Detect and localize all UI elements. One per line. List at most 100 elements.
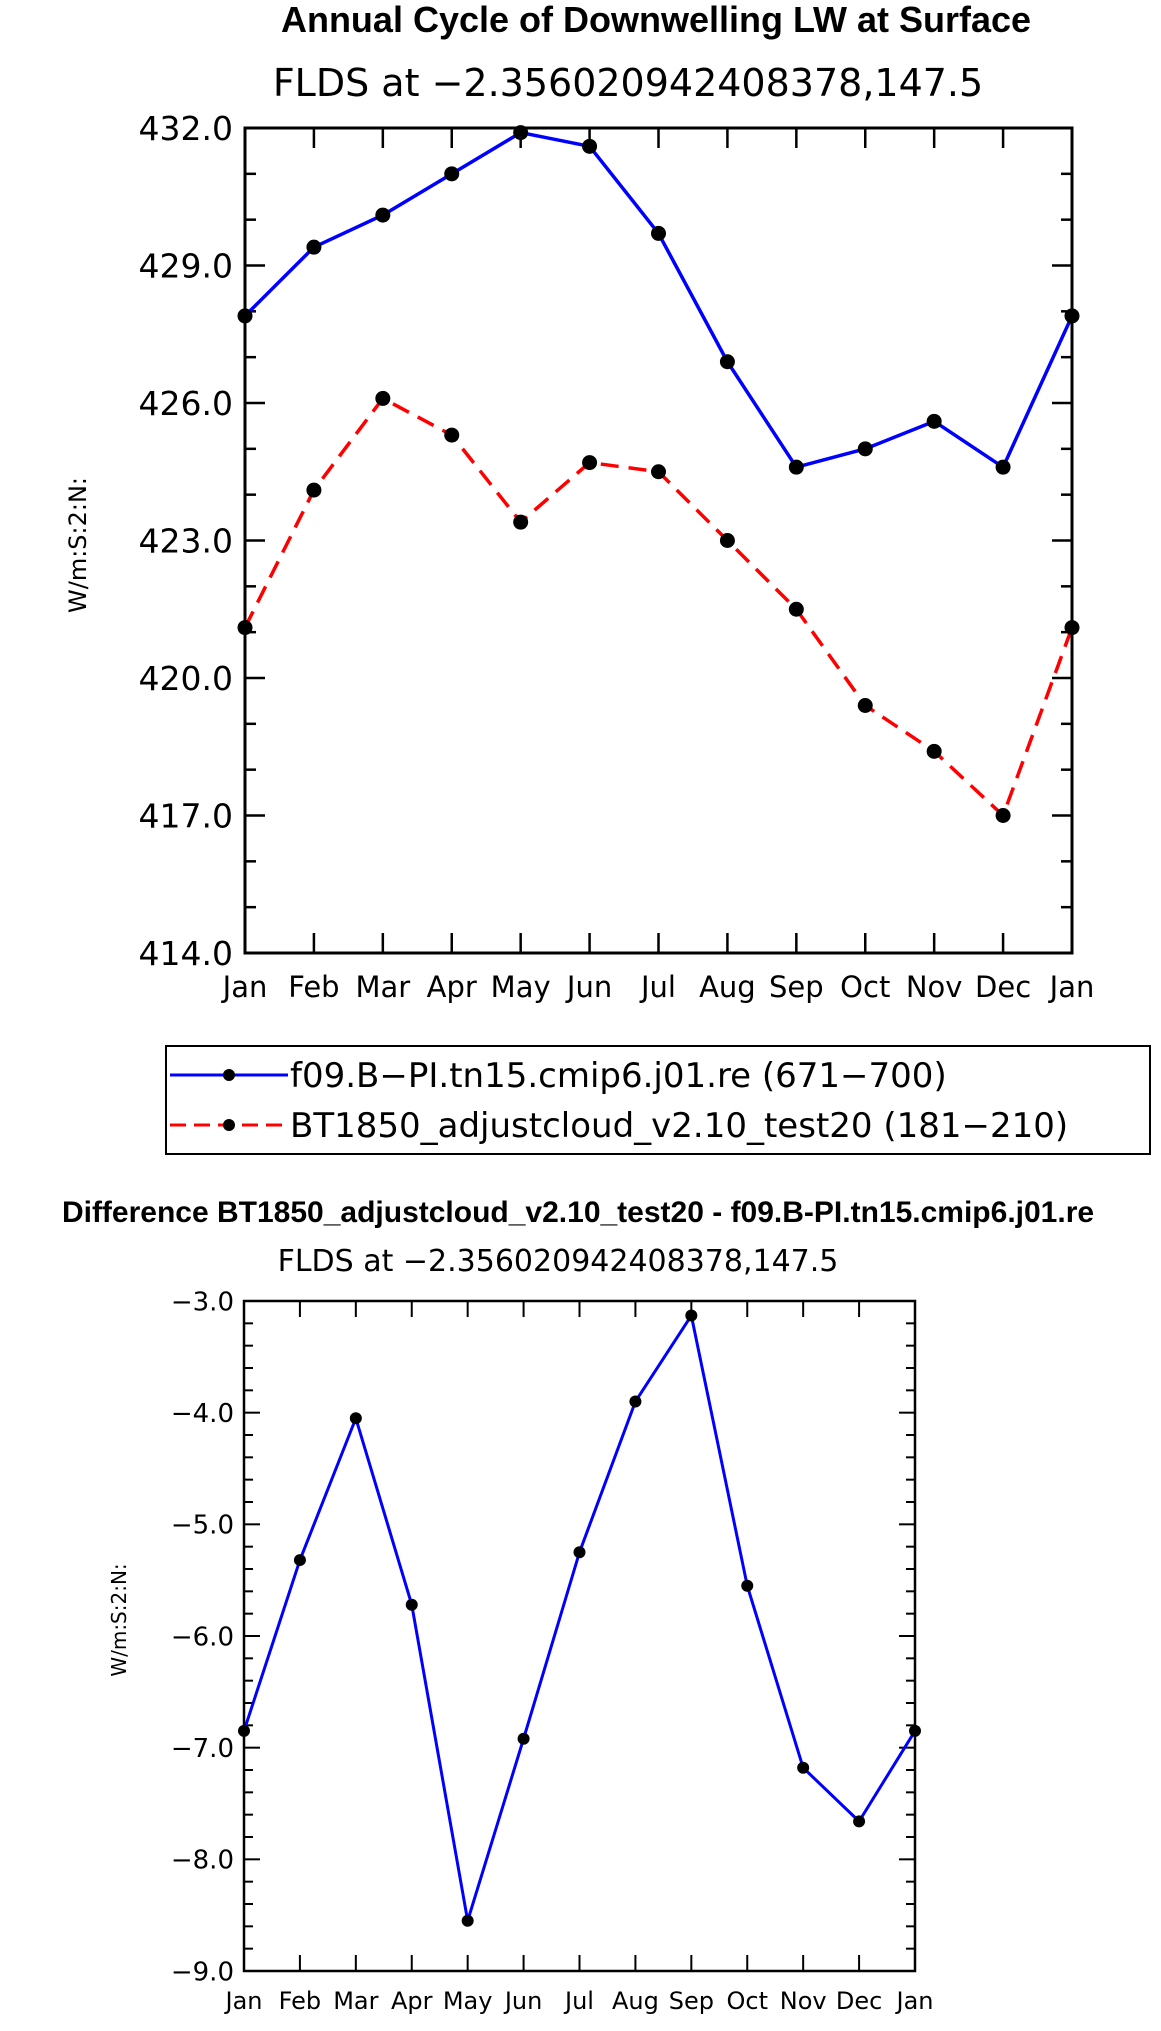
top-series-1-point [719,533,735,548]
top-series-0-point [237,308,253,324]
top-x-tick-label: Mar [355,970,410,1004]
bottom-series-0-point [405,1598,418,1611]
bottom-chart-axes [242,1299,917,1973]
top-chart-series [237,125,1080,823]
top-y-tick-label: 426.0 [139,384,233,423]
bottom-series-0-point [909,1724,921,1737]
top-x-tick-label: Jul [639,970,676,1004]
top-series-1-point [651,464,666,480]
bottom-x-tick-label: Oct [727,1987,769,2015]
bottom-chart-y-axis-label: W/m:S:2:N: [107,1563,131,1676]
legend-label-red: BT1850_adjustcloud_v2.10_test20 (181−210… [290,1106,1068,1146]
bottom-series-line-0 [242,1314,917,1923]
bottom-x-tick-label: Mar [333,1987,378,2015]
top-series-0-point [444,166,460,182]
top-series-0-point [306,239,322,255]
top-chart-title: Annual Cycle of Downwelling LW at Surfac… [281,0,1031,40]
top-series-0-point [788,459,804,475]
top-series-0-point [995,459,1011,475]
top-plot-frame [243,126,1074,955]
bottom-series-0-point [293,1554,306,1567]
bottom-series-0-point [349,1412,362,1425]
bottom-x-tick-label: May [443,1987,493,2015]
bottom-y-tick-label: −3.0 [171,1287,234,1317]
top-x-tick-label: Jun [565,970,612,1004]
bottom-x-tick-label: Feb [279,1987,322,2015]
top-y-tick-label: 432.0 [139,109,233,148]
top-chart-subtitle: FLDS at −2.356020942408378,147.5 [273,61,983,105]
top-series-1-point [513,514,529,530]
bottom-x-tick-label: Jul [563,1987,594,2015]
bottom-y-tick-label: −7.0 [171,1734,234,1764]
top-y-tick-label: 423.0 [139,521,233,560]
top-x-tick-label: Aug [699,970,756,1004]
bottom-x-tick-label: Dec [836,1987,882,2015]
bottom-x-tick-label: Nov [780,1987,827,2015]
top-series-0-point [719,354,735,370]
top-x-tick-label: Nov [906,970,963,1004]
top-chart-y-tick-labels: 414.0 417.0 420.0 423.0 426.0 429.0 432.0 [139,109,233,973]
top-chart-y-axis-label: W/m:S:2:N: [64,477,92,613]
bottom-x-tick-label: Jan [224,1987,263,2015]
top-series-0-point [857,441,873,457]
bottom-y-tick-label: −6.0 [171,1622,234,1652]
top-series-0-point [1064,308,1080,324]
top-series-0-point [582,138,598,154]
top-y-tick-label: 429.0 [139,246,233,285]
bottom-chart-series [238,1309,921,1927]
top-series-1-point [444,427,460,443]
bottom-y-tick-label: −8.0 [171,1846,234,1876]
top-series-0-point [513,125,529,141]
top-chart-x-tick-labels: Jan Feb Mar Apr May Jun Jul Aug Sep Oct Nov Dec Jan [221,970,1095,1004]
legend-label-blue: f09.B−PI.tn15.cmip6.j01.re (671−700) [290,1056,947,1096]
top-y-tick-label: 420.0 [139,659,233,698]
bottom-x-tick-label: Apr [391,1987,433,2015]
top-series-1-point [857,698,873,713]
top-series-1-point [375,390,391,406]
top-x-tick-label: Apr [427,970,477,1004]
bottom-y-tick-label: −4.0 [171,1399,234,1429]
bottom-x-tick-label: Jun [503,1987,543,2015]
bottom-series-0-point [741,1579,754,1592]
top-series-1-point [995,808,1011,823]
top-series-0-point [926,413,942,429]
top-series-0-point [375,207,391,223]
bottom-chart-x-tick-labels: Jan Feb Mar Apr May Jun Jul Aug Sep Oct Nov Dec Jan [224,1987,934,2015]
bottom-x-tick-label: Jan [895,1987,934,2015]
bottom-x-tick-label: Sep [669,1987,714,2015]
bottom-plot-frame [242,1299,917,1973]
top-x-tick-label: Sep [769,970,824,1004]
bottom-series-0-point [517,1732,530,1745]
legend-entry-blue: f09.B−PI.tn15.cmip6.j01.re (671−700) [170,1056,947,1096]
bottom-y-tick-label: −9.0 [171,1957,234,1987]
top-series-line-1 [243,396,1074,818]
legend-box [165,1045,1151,1155]
top-series-1-point [237,620,253,636]
top-series-0-point [651,225,666,241]
legend: f09.B−PI.tn15.cmip6.j01.re (671−700) BT1… [165,1045,1151,1155]
top-series-1-point [582,455,598,471]
legend-marker-blue [223,1069,235,1081]
bottom-series-0-point [853,1815,866,1828]
bottom-chart-subtitle: FLDS at −2.356020942408378,147.5 [278,1244,839,1279]
bottom-y-tick-label: −5.0 [171,1511,234,1541]
bottom-series-0-point [573,1546,586,1559]
top-x-tick-label: Dec [975,970,1031,1004]
top-x-tick-label: Jan [1048,970,1095,1004]
top-x-tick-label: Feb [288,970,339,1004]
bottom-series-0-point [629,1395,642,1408]
top-chart-axes [243,126,1074,955]
legend-entry-red: BT1850_adjustcloud_v2.10_test20 (181−210… [170,1106,1068,1146]
bottom-series-0-point [461,1914,474,1927]
top-series-1-point [788,601,804,617]
bottom-series-0-point [797,1761,810,1774]
bottom-series-0-point [685,1309,698,1322]
bottom-series-0-point [238,1724,250,1737]
top-series-line-0 [243,130,1074,469]
top-series-1-point [1064,620,1080,636]
bottom-chart-y-tick-labels: −9.0 −8.0 −7.0 −6.0 −5.0 −4.0 −3.0 [171,1287,234,1987]
bottom-chart-title: Difference BT1850_adjustcloud_v2.10_test… [62,1196,1094,1229]
top-x-tick-label: May [491,970,551,1004]
top-x-tick-label: Jan [221,970,268,1004]
